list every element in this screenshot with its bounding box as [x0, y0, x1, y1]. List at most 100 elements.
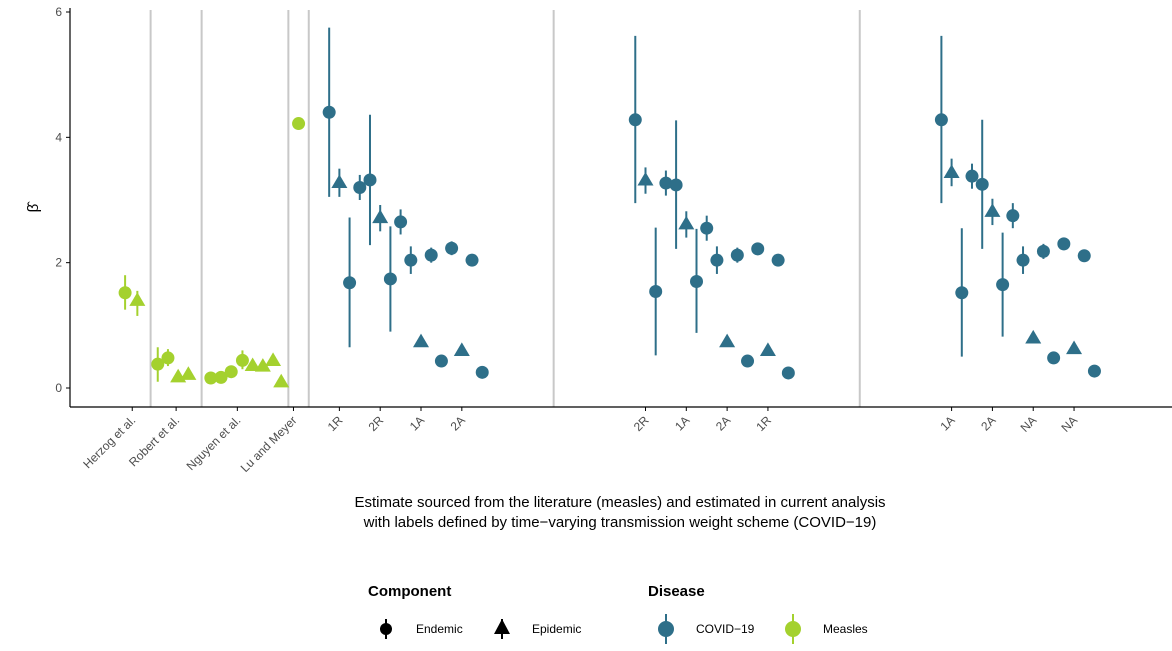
- circle-marker-59: [1057, 237, 1071, 251]
- circle-marker-0: [118, 286, 132, 300]
- circle-marker-2: [151, 357, 165, 371]
- point-44: [759, 342, 776, 356]
- circle-marker-14: [292, 117, 306, 131]
- circle-marker-31: [628, 113, 642, 127]
- point-55: [1016, 246, 1030, 274]
- point-40: [719, 333, 736, 348]
- point-39: [710, 246, 724, 274]
- circle-marker-25: [424, 248, 438, 262]
- point-15: [322, 27, 336, 197]
- circle-marker-29: [465, 253, 479, 267]
- triangle-marker-36: [678, 215, 695, 230]
- circle-marker-50: [965, 169, 979, 183]
- point-35: [669, 120, 683, 249]
- point-18: [353, 174, 367, 200]
- point-5: [180, 366, 197, 380]
- point-6: [204, 371, 218, 385]
- data-marks: [118, 27, 1101, 388]
- triangle-marker-20: [372, 209, 389, 224]
- x-tick-label-10: 2A: [713, 413, 733, 433]
- x-tick-label-13: 2A: [978, 413, 998, 433]
- triangle-marker-52: [984, 203, 1001, 217]
- circle-marker-46: [781, 366, 795, 380]
- legend-label-endemic: Endemic: [416, 622, 463, 636]
- circle-marker-53: [996, 278, 1010, 292]
- circle-marker-15: [322, 105, 336, 119]
- y-axis: 0 2 4 6: [55, 5, 71, 407]
- point-11: [254, 358, 271, 372]
- x-tick-label-5: 2R: [366, 413, 387, 434]
- x-axis-title-line-2: with labels defined by time−varying tran…: [363, 514, 877, 531]
- legend-title-disease: Disease: [648, 583, 705, 600]
- point-1: [129, 290, 146, 316]
- triangle-marker-24: [413, 333, 430, 348]
- point-45: [771, 253, 785, 267]
- point-20: [372, 205, 389, 232]
- y-tick-label-4: 4: [55, 130, 62, 144]
- x-tick-label-14: NA: [1018, 413, 1040, 435]
- point-49: [955, 228, 969, 357]
- circle-marker-47: [934, 113, 948, 127]
- triangle-marker-13: [273, 373, 290, 388]
- point-8: [224, 365, 238, 379]
- triangle-marker-40: [719, 333, 736, 348]
- point-61: [1077, 249, 1091, 263]
- point-57: [1036, 243, 1050, 259]
- triangle-marker-1: [129, 292, 146, 306]
- point-28: [453, 342, 470, 356]
- point-19: [363, 114, 377, 246]
- point-52: [984, 198, 1001, 226]
- circle-marker-17: [343, 276, 357, 290]
- y-tick-label-2: 2: [55, 256, 62, 270]
- x-tick-label-2: Nguyen et al.: [184, 413, 244, 473]
- point-22: [394, 209, 408, 235]
- circle-marker-21: [383, 272, 397, 286]
- circle-marker-7: [214, 370, 228, 384]
- circle-marker-58: [1047, 351, 1061, 365]
- point-31: [628, 35, 642, 204]
- circle-marker-54: [1006, 209, 1020, 223]
- point-53: [996, 232, 1010, 337]
- triangle-marker-56: [1025, 329, 1042, 344]
- point-3: [161, 349, 175, 367]
- x-tick-label-12: 1A: [937, 413, 957, 433]
- x-tick-label-11: 1R: [753, 413, 774, 434]
- point-42: [741, 354, 755, 368]
- circle-marker-34: [659, 176, 673, 190]
- triangle-marker-16: [331, 174, 348, 189]
- point-41: [730, 247, 744, 263]
- circle-marker-27: [445, 241, 459, 255]
- x-tick-label-8: 2R: [631, 413, 652, 434]
- point-46: [781, 366, 795, 380]
- point-21: [383, 226, 397, 332]
- circle-marker-19: [363, 173, 377, 187]
- x-tick-label-7: 2A: [448, 413, 468, 433]
- group-separators: [149, 10, 861, 407]
- circle-marker-55: [1016, 253, 1030, 267]
- point-36: [678, 211, 695, 238]
- triangle-marker-32: [637, 171, 654, 186]
- point-0: [118, 275, 132, 310]
- point-9: [235, 350, 249, 370]
- triangle-marker-28: [453, 342, 470, 356]
- circle-marker-49: [955, 286, 969, 300]
- triangle-marker-12: [265, 352, 282, 367]
- point-43: [751, 242, 765, 256]
- point-14: [292, 117, 306, 131]
- circle-marker-6: [204, 371, 218, 385]
- point-54: [1006, 203, 1020, 229]
- point-59: [1057, 237, 1071, 251]
- legend: Component Endemic Epidemic Disease COVID…: [368, 583, 868, 644]
- legend-key-covid: [658, 614, 674, 644]
- point-37: [690, 228, 704, 333]
- legend-key-measles: [785, 614, 801, 644]
- triangle-marker-48: [943, 164, 960, 179]
- triangle-marker-11: [254, 358, 271, 372]
- x-axis-title-line-1: Estimate sourced from the literature (me…: [354, 494, 885, 511]
- circle-marker-3: [161, 351, 175, 365]
- circle-marker-61: [1077, 249, 1091, 263]
- circle-marker-35: [669, 178, 683, 192]
- circle-marker-8: [224, 365, 238, 379]
- triangle-marker-44: [759, 342, 776, 356]
- triangle-marker-10: [244, 357, 261, 372]
